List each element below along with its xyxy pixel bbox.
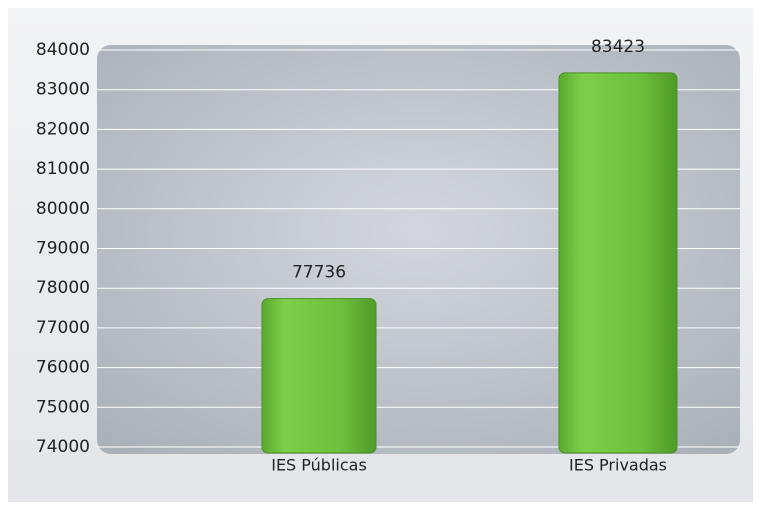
y-tick-label: 83000 bbox=[36, 80, 90, 100]
y-tick-label: 78000 bbox=[36, 278, 90, 298]
y-tick-label: 84000 bbox=[36, 40, 90, 60]
y-tick-label: 82000 bbox=[36, 119, 90, 139]
y-tick-label: 79000 bbox=[36, 239, 90, 259]
y-tick-label: 74000 bbox=[36, 437, 90, 457]
y-tick-label: 77000 bbox=[36, 318, 90, 338]
bar bbox=[261, 298, 377, 454]
y-tick-label: 76000 bbox=[36, 358, 90, 378]
x-tick-label: IES Públicas bbox=[271, 456, 367, 475]
y-tick-label: 75000 bbox=[36, 397, 90, 417]
data-label: 83423 bbox=[591, 37, 645, 57]
x-tick-label: IES Privadas bbox=[569, 456, 667, 475]
data-label: 77736 bbox=[292, 263, 346, 283]
y-tick-label: 80000 bbox=[36, 199, 90, 219]
y-tick-label: 81000 bbox=[36, 159, 90, 179]
bar bbox=[558, 72, 678, 454]
